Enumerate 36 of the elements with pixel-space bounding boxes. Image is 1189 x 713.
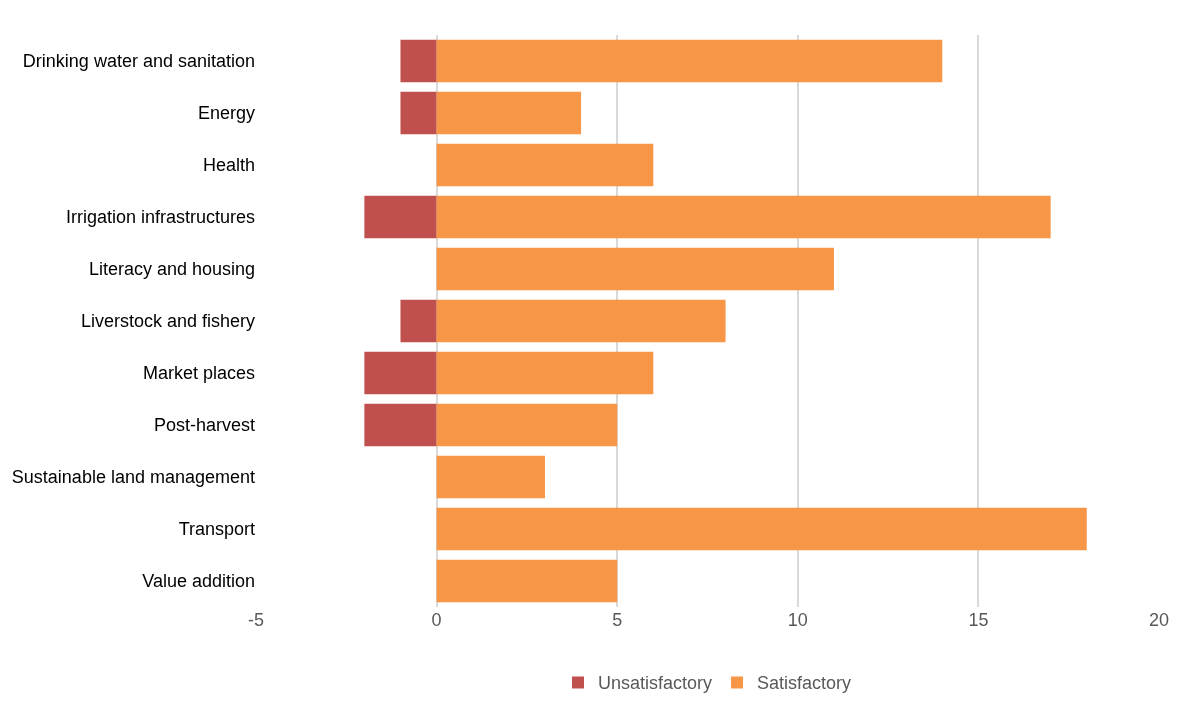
bar	[436, 195, 1051, 239]
y-tick-label: Post-harvest	[153, 415, 255, 436]
bar	[436, 39, 943, 83]
bar	[436, 351, 654, 395]
bar	[436, 507, 1087, 551]
x-tick-label: 5	[612, 610, 623, 630]
y-tick-label: Liverstock and fishery	[80, 311, 255, 332]
bar	[400, 39, 437, 83]
x-tick-label: 0	[431, 610, 442, 630]
y-tick-label: Drinking water and sanitation	[22, 51, 255, 72]
y-tick-label: Energy	[197, 103, 255, 124]
y-tick-label: Literacy and housing	[88, 259, 255, 280]
y-tick-label: Health	[202, 155, 255, 176]
bar	[364, 351, 437, 395]
bar	[364, 195, 437, 239]
legend-label: Unsatisfactory	[598, 673, 713, 694]
x-tick-label: 15	[968, 610, 989, 630]
bar	[436, 143, 654, 187]
bar	[436, 403, 618, 447]
bar	[400, 91, 437, 135]
y-tick-label: Market places	[142, 363, 255, 384]
bar	[400, 299, 437, 343]
x-tick-label: -5	[247, 610, 265, 630]
bar	[436, 247, 834, 291]
y-tick-label: Transport	[178, 519, 255, 540]
y-tick-label: Value addition	[142, 571, 255, 592]
legend-label: Satisfactory	[757, 673, 852, 694]
y-tick-label: Sustainable land management	[11, 467, 255, 488]
bar	[436, 91, 582, 135]
bar	[436, 559, 618, 603]
bar	[364, 403, 437, 447]
bar	[436, 299, 726, 343]
y-tick-label: Irrigation infrastructures	[65, 207, 255, 228]
bar	[436, 455, 545, 499]
x-tick-label: 10	[787, 610, 808, 630]
x-tick-label: 20	[1148, 610, 1170, 630]
